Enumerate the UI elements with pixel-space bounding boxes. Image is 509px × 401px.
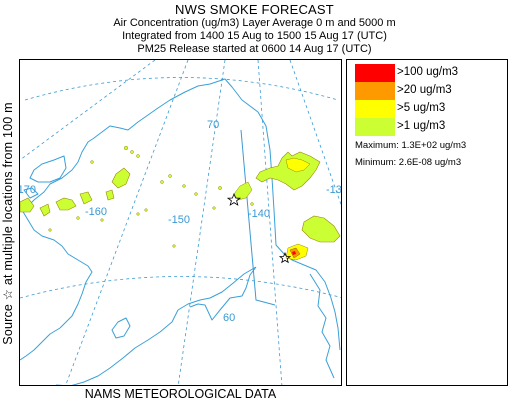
speck xyxy=(48,228,52,232)
lon-170-line xyxy=(20,60,156,161)
subtitle-concentration: Air Concentration (ug/m3) Layer Average … xyxy=(113,17,396,29)
southeast-panhandle xyxy=(309,273,335,379)
subtitle-integration: Integrated from 1400 15 Aug to 1500 15 A… xyxy=(122,30,387,42)
speck xyxy=(130,150,134,154)
plume-western-2 xyxy=(20,197,35,213)
legend-swatch-lime xyxy=(355,118,395,136)
legend-label: >100 ug/m3 xyxy=(397,66,459,78)
lon-150-line xyxy=(177,60,226,385)
plume-western-1 xyxy=(111,167,131,189)
map-title: NWS SMOKE FORECAST xyxy=(175,2,334,17)
speck xyxy=(250,202,254,206)
smoke-plumes xyxy=(20,145,341,261)
plume-western-3 xyxy=(39,203,51,217)
seward-peninsula xyxy=(29,155,67,183)
lon-170-label: -170 xyxy=(20,184,36,196)
legend-panel: >100 ug/m3 >20 ug/m3 >5 ug/m3 >1 ug/m3 M… xyxy=(346,59,508,386)
lon-160-line xyxy=(65,60,189,385)
source-star-icon xyxy=(226,192,242,206)
speck xyxy=(168,174,172,178)
speck xyxy=(144,208,148,212)
alaska-map[interactable]: 70 60 -170 -160 -150 -140 -130 xyxy=(20,60,342,386)
minimum-value: Minimum: 2.6E-08 ug/m3 xyxy=(355,157,462,168)
plume-eastern-tail xyxy=(233,181,253,201)
map-panel[interactable]: 70 60 -170 -160 -150 -140 -130 xyxy=(19,59,342,386)
lat-70-line xyxy=(24,77,339,101)
lon-150-label: -150 xyxy=(168,214,190,226)
lat-70-label: 70 xyxy=(207,119,219,131)
legend-label: >20 ug/m3 xyxy=(397,84,452,96)
speck xyxy=(212,206,216,210)
plume-eastern-main xyxy=(255,151,321,191)
legend-swatch-red xyxy=(355,64,395,82)
plume-western-5 xyxy=(79,191,93,205)
meteorological-data-label: NAMS METEOROLOGICAL DATA xyxy=(84,387,277,401)
speck xyxy=(90,160,94,164)
latitude-lines xyxy=(20,77,341,299)
speck xyxy=(136,212,140,216)
mainland-coast xyxy=(21,78,341,385)
st-lawrence-island xyxy=(23,187,39,199)
lon-160-label: -160 xyxy=(85,206,107,218)
lat-60-line xyxy=(20,276,341,299)
source-label: Source ☆ at multiple locations from 100 … xyxy=(1,102,15,345)
plume-western-6 xyxy=(105,189,115,201)
speck xyxy=(218,186,222,190)
coastline xyxy=(20,78,341,385)
lon-140-line xyxy=(257,60,283,385)
legend-label: >1 ug/m3 xyxy=(397,120,446,132)
maximum-value: Maximum: 1.3E+02 ug/m3 xyxy=(355,140,467,151)
plume-southeast xyxy=(301,215,341,243)
subtitle-release: PM25 Release started at 0600 14 Aug 17 (… xyxy=(137,43,372,55)
plume-eastern-core xyxy=(285,157,311,173)
lon-140-label: -140 xyxy=(248,208,270,220)
source-markers xyxy=(226,192,292,264)
speck xyxy=(172,244,176,248)
aleutian-peninsula xyxy=(20,327,61,361)
speck xyxy=(182,184,186,188)
lat-60-label: 60 xyxy=(223,312,235,324)
kodiak-island xyxy=(111,317,131,339)
source-star-icon xyxy=(278,251,292,264)
lon-130-label: -130 xyxy=(326,184,342,196)
plume-southeast-red xyxy=(292,251,296,255)
plume-western-4 xyxy=(55,197,77,211)
speck xyxy=(123,145,129,151)
legend-swatch-yellow xyxy=(355,100,395,118)
longitude-lines xyxy=(20,60,341,385)
speck xyxy=(76,216,80,220)
speck xyxy=(100,218,104,222)
lon-130-line xyxy=(289,60,341,206)
plume-specks xyxy=(48,145,254,248)
legend-swatch-orange xyxy=(355,82,395,100)
speck xyxy=(136,154,140,158)
speck xyxy=(160,180,164,184)
speck xyxy=(194,192,198,196)
legend-label: >5 ug/m3 xyxy=(397,102,446,114)
